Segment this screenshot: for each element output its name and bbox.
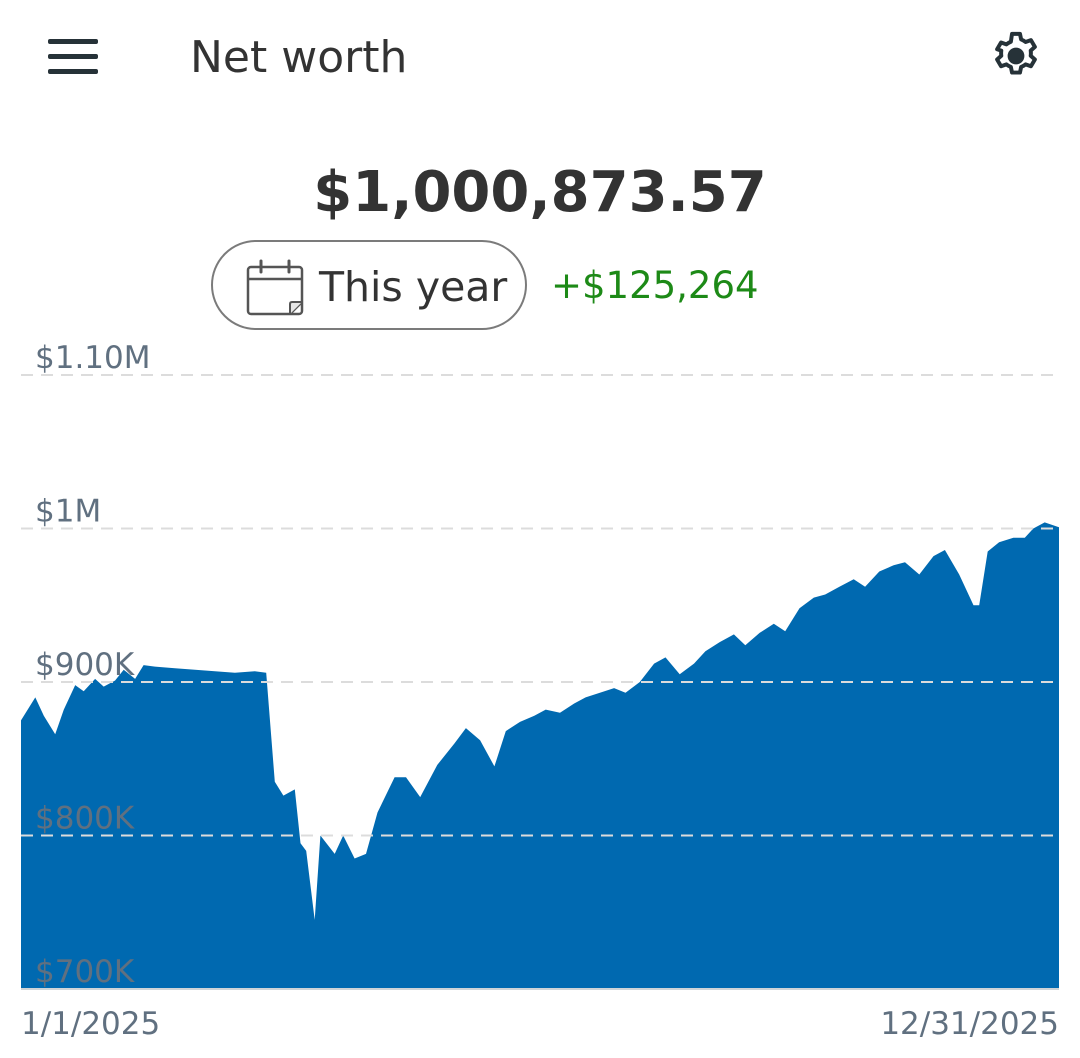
- gear-icon: [995, 31, 1037, 75]
- calendar-icon: [246, 259, 304, 316]
- axis-tick-labels: $700K $800K $900K $1M $1.10M 1/1/2025 12/31/20…: [21, 340, 1059, 1042]
- net-worth-chart: $700K $800K $900K $1M $1.10M 1/1/2025 12/31/20…: [21, 340, 1059, 1042]
- y-tick-label: $800K: [35, 801, 135, 837]
- y-tick-label: $1.10M: [35, 340, 151, 376]
- hamburger-menu-icon-bar: [48, 69, 98, 74]
- date-range-button[interactable]: This year: [211, 240, 527, 330]
- net-worth-total: $1,000,873.57: [313, 160, 767, 225]
- period-change: +$125,264: [551, 264, 759, 307]
- hamburger-menu-icon-bar: [48, 54, 98, 59]
- menu-button[interactable]: [40, 28, 106, 88]
- settings-button[interactable]: [988, 28, 1044, 84]
- y-tick-label: $700K: [35, 954, 135, 990]
- net-worth-area: [21, 522, 1059, 989]
- y-tick-label: $1M: [35, 494, 101, 530]
- x-tick-label: 12/31/2025: [880, 1006, 1059, 1042]
- x-tick-label: 1/1/2025: [21, 1006, 160, 1042]
- grid-lines: [21, 374, 1059, 990]
- hamburger-menu-icon-bar: [48, 39, 98, 44]
- date-range-label: This year: [319, 263, 508, 311]
- page-title: Net worth: [190, 32, 408, 83]
- y-tick-label: $900K: [35, 647, 135, 683]
